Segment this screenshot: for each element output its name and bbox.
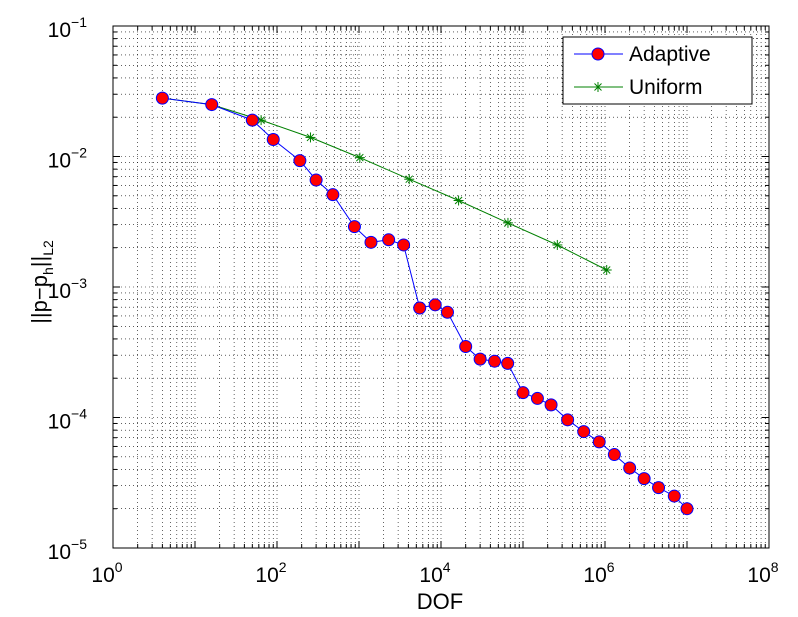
series-uniform-line [162,97,607,271]
x-axis-label: DOF [417,589,463,614]
series-adaptive-point [516,386,530,400]
series-adaptive-point [488,354,502,368]
star-stroke [504,219,512,227]
legend: Adaptive Uniform [562,36,753,105]
legend-star-glyph [593,82,603,92]
series-uniform-point [601,264,612,275]
y-tick-label: 10−3 [48,275,88,303]
series-adaptive-point [205,98,219,112]
series-layer [155,91,694,516]
x-tick-label: 108 [747,559,778,587]
series-adaptive-point [440,305,454,319]
star-stroke [257,116,265,124]
grid [113,26,769,548]
x-tick-label: 104 [419,559,450,587]
series-adaptive-point [293,154,307,168]
series-adaptive-point [501,356,515,370]
series-adaptive-point [397,238,411,252]
y-tick-label: 10−2 [48,145,88,173]
star-stroke [602,266,611,274]
series-adaptive-point [577,425,591,439]
legend-box [562,36,753,105]
series-adaptive-point [413,301,427,315]
y-tick-label: 10−1 [48,14,88,42]
series-adaptive-point [592,435,606,449]
series-adaptive-point [459,339,473,353]
y-tick-label: 10−5 [48,536,88,564]
series-uniform-point [305,132,316,143]
legend-adaptive-marker [591,47,605,61]
axes [112,25,770,549]
legend-uniform-label: Uniform [629,76,703,99]
series-adaptive-point [607,448,621,462]
series-adaptive-point [382,233,396,247]
series-adaptive-point [326,188,340,202]
y-tick-label: 10−4 [48,406,88,434]
series-adaptive-point [155,91,169,105]
x-tick-label: 106 [583,559,614,587]
star-stroke [454,196,463,205]
series-uniform-point [552,239,563,250]
series-adaptive-point [473,352,487,366]
series-adaptive-point [266,132,280,146]
series-adaptive-point [428,298,442,312]
series-adaptive-point [364,235,378,249]
legend-uniform-marker [593,82,603,92]
series-uniform-point [256,115,267,126]
series-adaptive-point [347,220,361,234]
series-adaptive-point [530,391,544,405]
series-adaptive-point [680,502,694,516]
tick-labels: 100 102 104 106 108 10−5 10−4 10−3 10−2 10−1 [48,14,779,587]
series-uniform-point [502,217,513,228]
series-adaptive-point [544,398,558,412]
star-stroke [553,241,562,249]
legend-adaptive-label: Adaptive [629,43,711,66]
series-uniform-point [404,174,415,185]
series-adaptive-point [652,481,666,495]
star-stroke [306,133,315,142]
x-tick-label: 100 [91,559,122,587]
series-adaptive-point [245,113,259,127]
series-adaptive-point [561,413,575,427]
series-uniform-point [453,195,464,206]
series-adaptive-point [309,173,323,187]
star-stroke [594,83,602,91]
series-adaptive-point [623,461,637,475]
series-uniform-point [354,152,365,163]
star-stroke [355,153,364,162]
star-stroke [405,175,414,184]
x-tick-label: 102 [255,559,286,587]
series-adaptive-point [667,489,681,503]
y-axis-label: ||p−ph||L2 [27,240,56,324]
series-adaptive-point [637,472,651,486]
